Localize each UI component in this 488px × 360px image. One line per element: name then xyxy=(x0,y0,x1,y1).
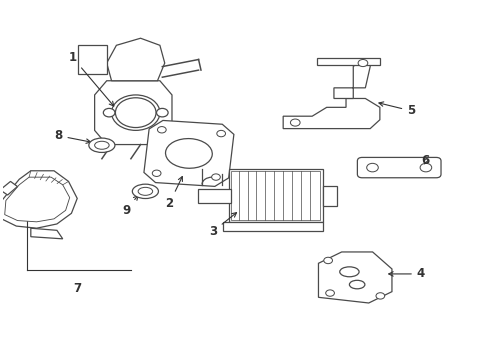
Text: 4: 4 xyxy=(388,267,424,280)
Bar xyxy=(198,189,231,203)
Ellipse shape xyxy=(349,280,364,289)
Circle shape xyxy=(375,293,384,299)
Circle shape xyxy=(115,98,156,127)
Polygon shape xyxy=(31,228,62,239)
Polygon shape xyxy=(0,171,77,228)
Text: 8: 8 xyxy=(54,129,90,143)
Polygon shape xyxy=(318,252,391,303)
Polygon shape xyxy=(333,59,369,99)
Ellipse shape xyxy=(132,184,158,198)
Polygon shape xyxy=(106,38,164,81)
Ellipse shape xyxy=(95,141,109,149)
Circle shape xyxy=(157,127,166,133)
Circle shape xyxy=(325,290,334,296)
Polygon shape xyxy=(143,121,233,186)
Ellipse shape xyxy=(339,267,358,277)
Polygon shape xyxy=(95,81,172,145)
Ellipse shape xyxy=(138,187,152,195)
Circle shape xyxy=(357,59,367,67)
Polygon shape xyxy=(0,181,18,195)
Bar xyxy=(231,171,320,220)
Bar xyxy=(228,170,323,222)
Circle shape xyxy=(152,170,161,176)
Text: 7: 7 xyxy=(74,282,81,294)
Circle shape xyxy=(290,119,300,126)
Polygon shape xyxy=(5,177,70,222)
Text: 3: 3 xyxy=(208,213,236,238)
Circle shape xyxy=(211,174,220,180)
Polygon shape xyxy=(78,45,106,74)
Text: 5: 5 xyxy=(378,102,415,117)
Polygon shape xyxy=(283,99,379,129)
Bar xyxy=(323,186,336,206)
Circle shape xyxy=(111,95,160,130)
Ellipse shape xyxy=(89,138,115,152)
Circle shape xyxy=(216,130,225,137)
Text: 9: 9 xyxy=(122,195,138,217)
Text: 6: 6 xyxy=(421,154,429,167)
Circle shape xyxy=(323,257,332,264)
Bar xyxy=(223,222,323,231)
Circle shape xyxy=(156,108,168,117)
Text: 2: 2 xyxy=(165,176,182,210)
Circle shape xyxy=(103,108,115,117)
Text: 1: 1 xyxy=(69,51,114,106)
FancyBboxPatch shape xyxy=(357,157,440,178)
Circle shape xyxy=(366,163,378,172)
Bar xyxy=(316,58,379,65)
Ellipse shape xyxy=(165,139,212,168)
Circle shape xyxy=(419,163,431,172)
